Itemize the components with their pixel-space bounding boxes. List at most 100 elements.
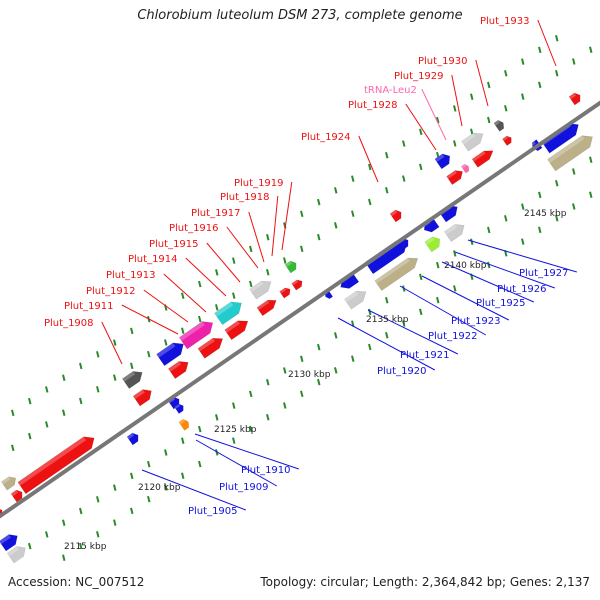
gene-feature	[10, 489, 23, 503]
label-connector	[367, 309, 459, 355]
gene-highlight	[174, 404, 181, 409]
gene-highlight	[17, 436, 87, 486]
feature-labels: Plut_1933 Plut_1930 Plut_1929 tRNA-Leu2 Plut…	[44, 16, 569, 517]
scale-tick	[130, 472, 134, 480]
scale-tick	[487, 226, 491, 234]
gene-arrow	[6, 546, 26, 564]
label-connector	[185, 257, 227, 297]
gene-highlight	[133, 389, 145, 400]
gene-highlight	[390, 210, 398, 217]
gene-highlight	[434, 153, 445, 162]
label-connector	[337, 317, 436, 371]
gene-feature	[434, 153, 451, 170]
scale-tick	[521, 93, 525, 100]
scale-tick	[487, 116, 491, 124]
label-connector	[163, 273, 207, 313]
feature-label: Plut_1923	[451, 316, 501, 327]
scale-tick	[96, 351, 100, 358]
scale-tick	[62, 554, 66, 561]
scale-tick	[572, 203, 576, 210]
scale-label: 2130 kbp	[288, 370, 331, 380]
scale-tick	[249, 425, 253, 433]
gene-highlight	[374, 257, 410, 284]
scale-tick	[96, 496, 100, 503]
gene-feature	[6, 546, 26, 564]
scale-tick	[198, 425, 202, 433]
scale-tick	[45, 421, 49, 428]
scale-tick	[130, 327, 134, 335]
scale-tick	[453, 105, 457, 112]
scale-tick	[300, 355, 304, 363]
scale-tick	[28, 542, 32, 550]
gene-feature	[446, 170, 463, 186]
scale-tick	[300, 390, 304, 398]
gene-highlight	[493, 120, 500, 126]
gene-arrow	[460, 163, 470, 174]
scale-tick	[504, 215, 508, 222]
scale-label: 2135 kbp	[366, 315, 409, 325]
scale-tick	[79, 507, 83, 515]
scale-tick	[300, 210, 304, 218]
gene-highlight	[547, 135, 585, 163]
scale-tick	[419, 163, 423, 171]
scale-tick	[45, 386, 49, 393]
gene-highlight	[214, 301, 234, 317]
scale-tick	[79, 542, 83, 550]
scale-tick	[249, 245, 253, 253]
scale-tick	[232, 437, 236, 444]
gene-feature	[374, 257, 419, 291]
scale-tick	[487, 261, 491, 269]
scale-tick	[538, 81, 542, 89]
gene-feature	[224, 320, 249, 341]
gene-arrow	[174, 403, 184, 414]
scale-tick	[402, 175, 406, 182]
scale-label: 2120 kbp	[138, 483, 181, 493]
gene-highlight	[256, 300, 270, 311]
scale-label: 2125 kbp	[214, 425, 257, 435]
label-connector	[358, 135, 379, 183]
scale-tick	[130, 507, 134, 515]
scale-tick	[79, 397, 83, 405]
gene-feature	[493, 119, 505, 132]
gene-highlight	[569, 93, 577, 100]
gene-highlight	[249, 281, 264, 293]
scale-tick	[504, 70, 508, 77]
gene-arrow	[547, 135, 593, 172]
gene-arrow	[249, 280, 272, 300]
gene-arrow	[197, 337, 224, 359]
gene-highlight	[127, 433, 135, 440]
gene-highlight	[156, 342, 176, 358]
feature-label: Plut_1928	[348, 100, 398, 111]
scale-tick	[147, 460, 151, 468]
feature-label: Plut_1912	[86, 286, 136, 297]
feature-label: Plut_1924	[301, 132, 351, 143]
gene-arrow	[374, 257, 419, 291]
feature-label: Plut_1909	[219, 482, 269, 493]
gene-feature	[471, 150, 494, 168]
scale-label: 2140 kbp	[444, 261, 487, 271]
scale-tick	[470, 238, 474, 245]
scale-tick	[215, 414, 219, 421]
feature-label: Plut_1914	[128, 254, 178, 265]
gene-arrow	[284, 260, 297, 274]
gene-highlight	[11, 490, 19, 497]
scale-tick	[334, 187, 338, 194]
scale-tick	[334, 332, 338, 339]
feature-label: Plut_1919	[234, 178, 284, 189]
gene-feature	[249, 280, 272, 300]
gene-highlight	[7, 546, 19, 557]
gene-arrow	[17, 436, 95, 495]
feature-label: Plut_1930	[418, 56, 468, 67]
scale-tick	[572, 168, 576, 175]
feature-label: tRNA-Leu2	[364, 85, 417, 96]
scale-tick	[317, 343, 321, 351]
scale-tick	[28, 397, 32, 405]
gene-feature	[168, 361, 189, 379]
gene-arrow	[0, 534, 18, 552]
scale-tick	[96, 386, 100, 393]
scale-label: 2145 kbp	[524, 209, 567, 219]
gene-arrow	[444, 224, 465, 242]
gene-highlight	[472, 151, 486, 162]
gene-feature	[174, 403, 184, 414]
scale-tick	[181, 327, 185, 335]
